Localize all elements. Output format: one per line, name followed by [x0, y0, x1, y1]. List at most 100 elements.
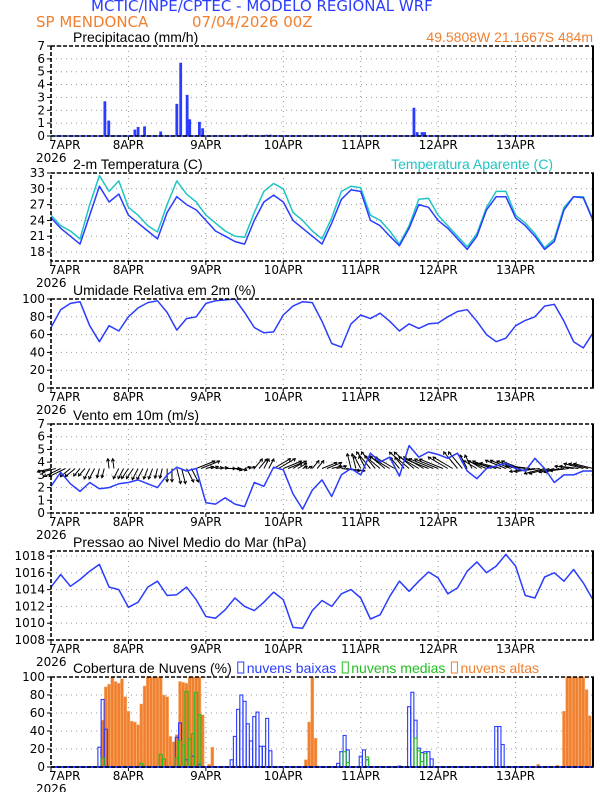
y-tick-label: 6 [37, 52, 45, 66]
y-tick-label: 4 [37, 455, 45, 469]
nuvens-baixas-bar [497, 725, 502, 768]
pressure-frame [50, 550, 594, 641]
wind-vector [195, 460, 215, 469]
wind-arrowhead [388, 451, 393, 456]
precip-bar [201, 128, 205, 136]
y-tick-label: 2 [37, 103, 45, 117]
precip-title: Precipitacao (mm/h) [73, 29, 198, 45]
x-tick-label: 10APR [264, 390, 303, 404]
wind-arrowhead [59, 473, 64, 478]
x-year-label: 2026 [36, 403, 67, 417]
wind-arrowhead [563, 462, 568, 467]
nuvens-altas-bar [149, 676, 153, 768]
wind-arrowhead [350, 452, 355, 457]
wind-vector [389, 451, 410, 469]
wind-arrowhead [353, 455, 357, 460]
x-tick-label: 12APR [419, 138, 458, 152]
nuvens-altas-bar [200, 714, 205, 768]
nuvens-baixas-bar [248, 740, 254, 768]
wind-arrowhead [178, 480, 183, 485]
precip-bar [107, 120, 111, 136]
nuvens-altas-bar [588, 715, 592, 768]
nuvens-medias-bar [365, 756, 370, 768]
nuvens-altas-bar [120, 678, 124, 768]
y-tick-label: 6 [37, 430, 45, 444]
wind-vector [559, 465, 579, 469]
nuvens-altas-bar [304, 759, 308, 768]
wind-vector [159, 468, 163, 479]
wind-arrowhead [211, 460, 216, 464]
wind-arrowhead [83, 475, 87, 480]
location-label: 49.5808W 21.1667S 484m [426, 29, 593, 45]
wind-vector [273, 458, 291, 469]
y-tick-label: 60 [30, 706, 45, 720]
wind-panel [36, 423, 594, 517]
wind-arrowhead [73, 473, 77, 477]
x-tick-label: 10APR [264, 263, 303, 277]
legend-swatch-nuvens-altas [450, 661, 458, 674]
wind-arrowhead [398, 456, 402, 460]
wind-vector [550, 468, 569, 472]
nuvens-baixas-bar [494, 725, 499, 768]
precip-bar [420, 132, 424, 136]
wind-arrowhead [572, 462, 577, 467]
wind-arrowhead [408, 458, 413, 462]
rh-series-line [50, 298, 594, 349]
precip-bar [185, 94, 189, 136]
wind-vector [374, 456, 395, 469]
temp-title: 2-m Temperatura (C) [73, 156, 203, 172]
x-tick-label: 12APR [419, 642, 458, 656]
nuvens-baixas-bar [268, 750, 273, 768]
wind-arrowhead [78, 473, 82, 477]
legend-nuvens-baixas: nuvens baixas [247, 660, 337, 676]
wind-vector [346, 453, 352, 469]
wind-arrowhead [357, 468, 362, 473]
precip-bar [136, 127, 140, 136]
rh-panel [47, 298, 594, 392]
x-tick-label: 8APR [113, 769, 144, 783]
x-tick-label: 9APR [190, 138, 221, 152]
y-tick-label: 1008 [14, 633, 45, 647]
wind-arrowhead [303, 460, 308, 465]
wind-vector [154, 468, 158, 479]
x-tick-label: 12APR [419, 390, 458, 404]
nuvens-baixas-bar [361, 749, 366, 768]
wind-vector [48, 468, 66, 477]
nuvens-altas-bar [117, 683, 121, 768]
wind-vector [563, 463, 584, 469]
nuvens-baixas-bar [245, 723, 250, 768]
wind-vector [404, 458, 429, 469]
wind-vector [554, 465, 574, 469]
wind-arrowhead [147, 475, 152, 480]
y-tick-label: 5 [37, 65, 45, 79]
wind-vector [331, 465, 342, 469]
wind-vector [234, 468, 243, 471]
nuvens-baixas-bar [232, 735, 237, 768]
y-tick-label: 24 [30, 213, 45, 227]
wind-arrowhead [369, 456, 373, 460]
wind-vector [101, 468, 105, 478]
wind-arrowhead [131, 476, 135, 481]
wind-vector [239, 468, 247, 471]
wind-vector [112, 458, 115, 469]
nuvens-altas-bar [568, 676, 573, 768]
y-tick-label: 100 [22, 292, 45, 306]
wind-vector [467, 460, 487, 469]
clouds-title: Cobertura de Nuvens (%) [73, 660, 232, 676]
x-tick-label: 10APR [264, 515, 303, 529]
wind-vector [176, 468, 182, 484]
wind-vector [64, 468, 76, 478]
nuvens-altas-bar [110, 676, 115, 768]
wind-arrowhead [474, 462, 479, 466]
wind-arrowhead [153, 475, 158, 480]
nuvens-baixas-bar [407, 706, 412, 768]
nuvens-medias-bar [342, 751, 347, 768]
wind-arrowhead [484, 459, 489, 464]
main-title: MCTIC/INPE/CPTEC - MODELO REGIONAL WRF [91, 0, 433, 15]
nuvens-baixas-bar [229, 759, 234, 768]
precip-bar [179, 62, 183, 136]
wind-vector [283, 460, 302, 469]
precip-bar [175, 103, 179, 136]
precip-bar [415, 132, 419, 136]
y-tick-label: 1012 [14, 599, 45, 613]
